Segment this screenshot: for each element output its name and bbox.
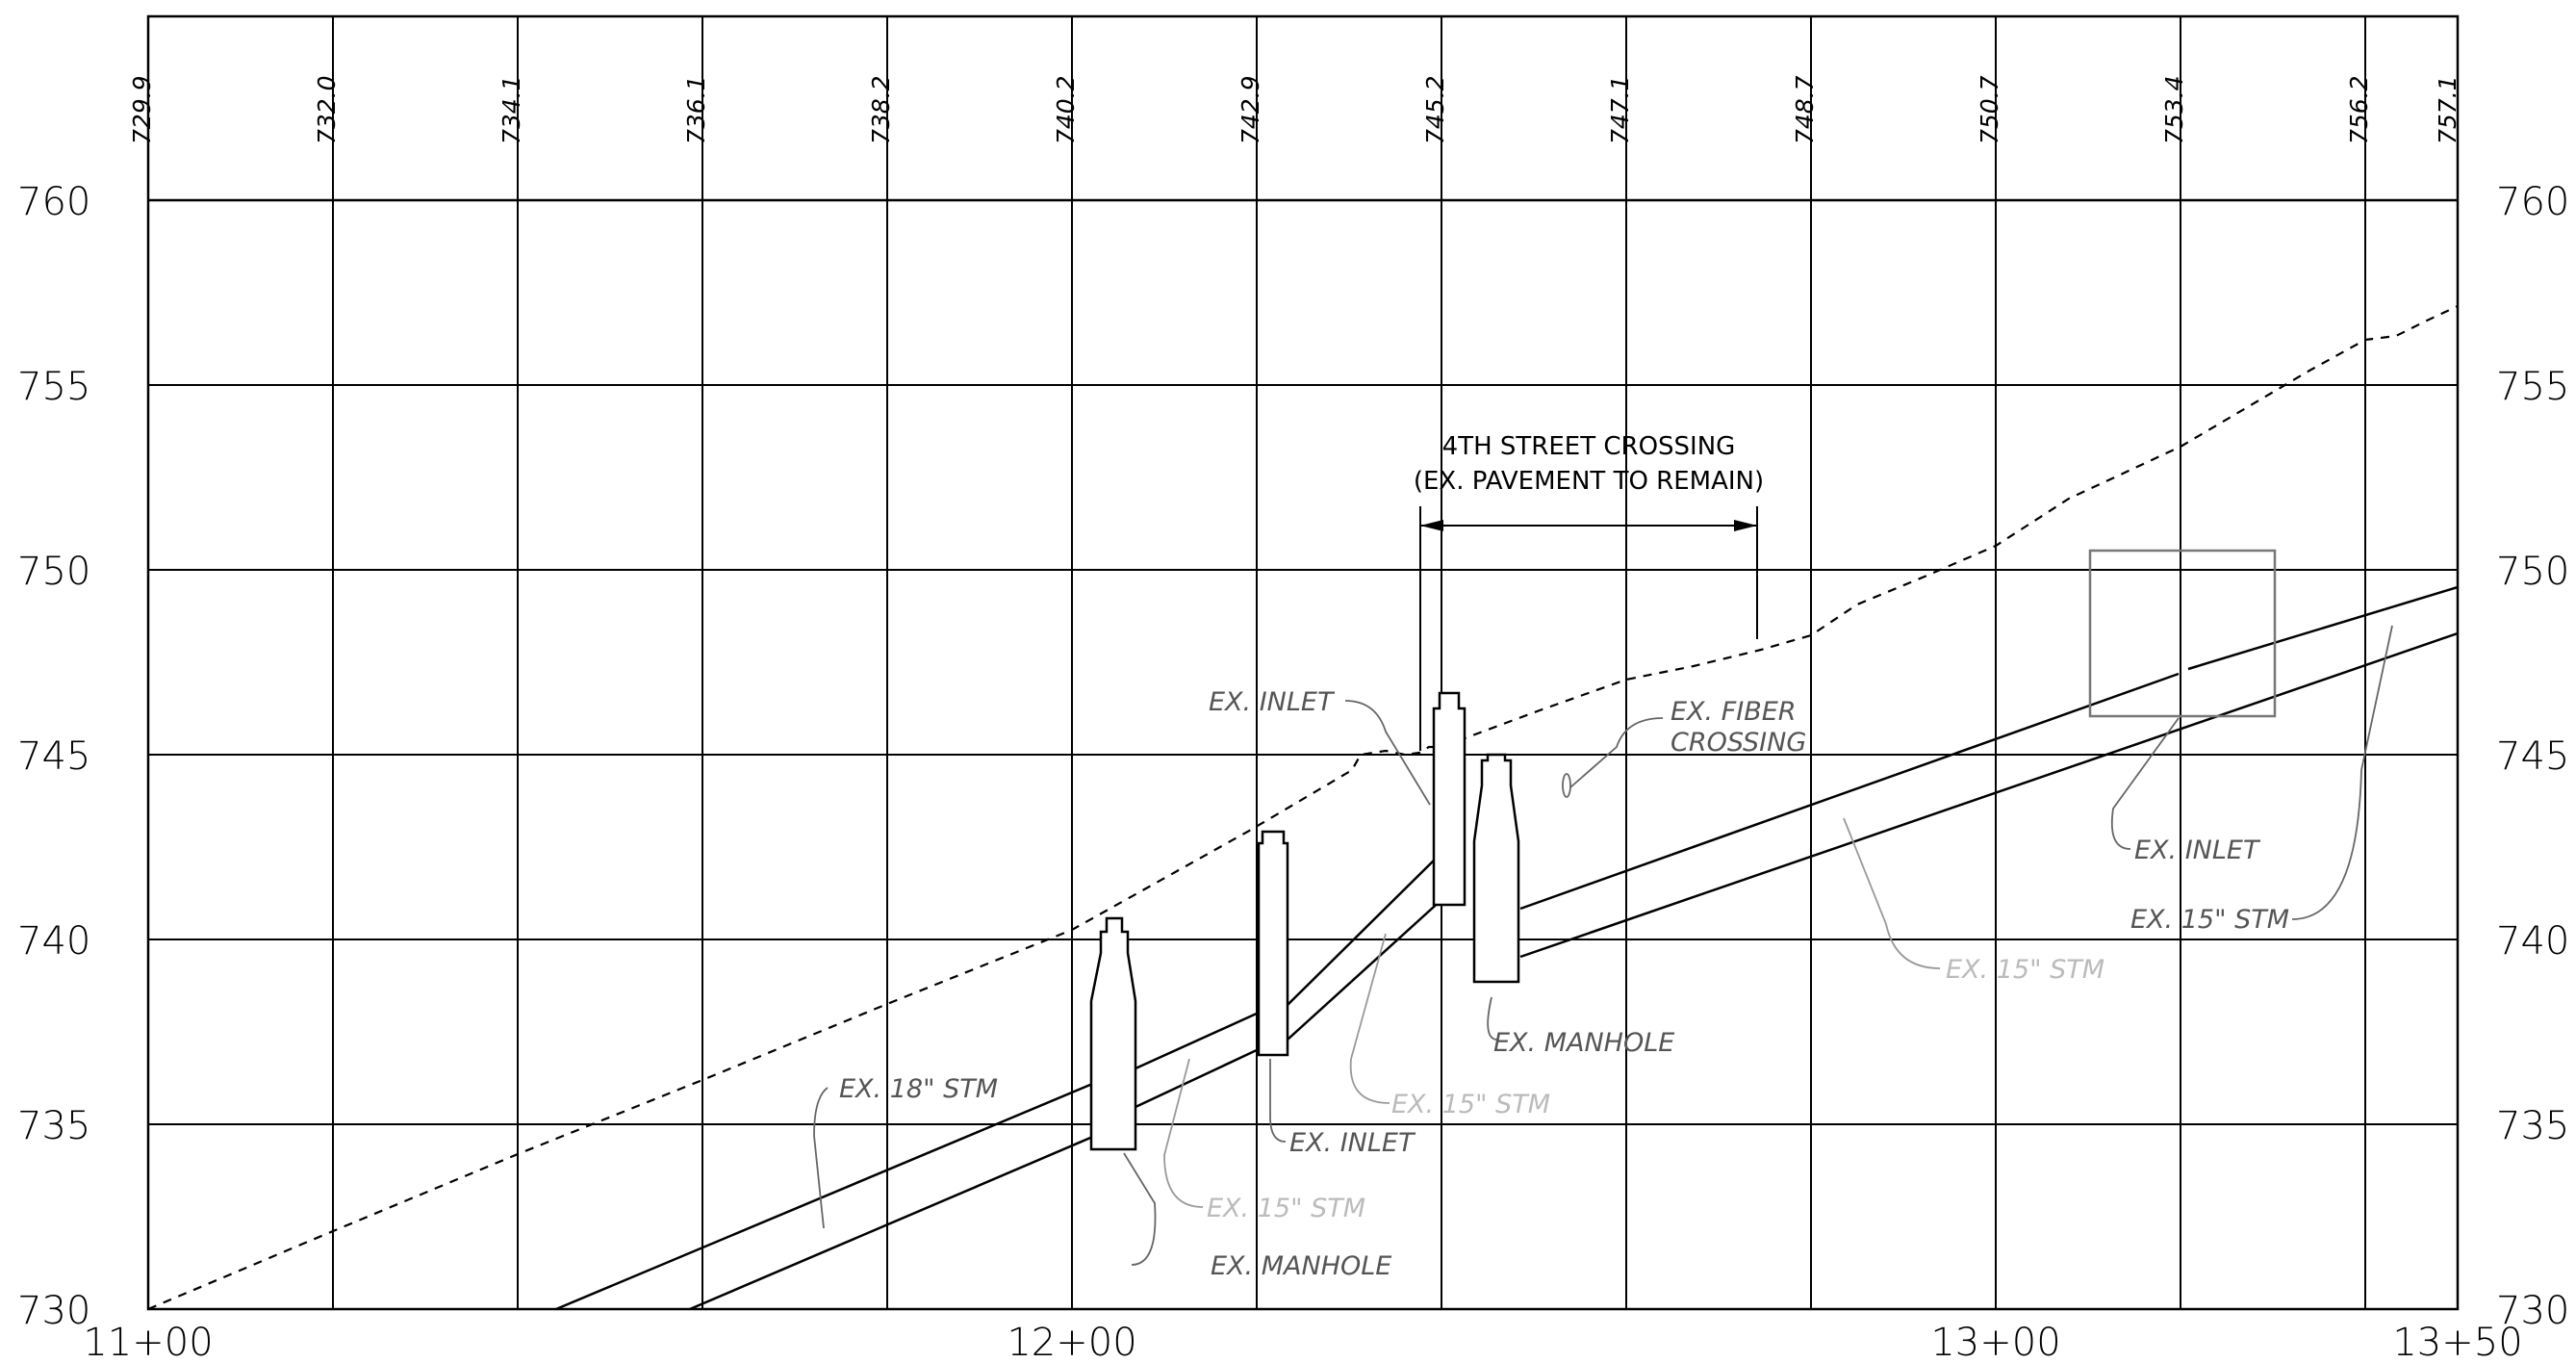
existing-ground-line bbox=[147, 305, 2459, 1311]
drawing-frame bbox=[146, 14, 2460, 1311]
manhole-2 bbox=[1472, 753, 1520, 984]
pipe-crown-18in bbox=[555, 1080, 1098, 1311]
storm-pipes bbox=[555, 585, 2459, 1311]
pipe-crown-15in-d bbox=[2187, 585, 2459, 671]
note-ex-inlet-3: EX. INLET bbox=[2134, 836, 2261, 865]
note-ex-15-stm-d: EX. 15" STM bbox=[2130, 905, 2289, 935]
elev-label-740-left: 740 bbox=[17, 919, 90, 964]
note-ex-fiber-1: EX. FIBER bbox=[1671, 697, 1797, 727]
elev-label-730-right: 730 bbox=[2496, 1289, 2569, 1333]
inlet-1 bbox=[1257, 830, 1289, 1057]
grade-label: 756.2 bbox=[2345, 75, 2373, 144]
station-label-1100: 11+00 bbox=[83, 1321, 213, 1363]
elev-label-755-right: 755 bbox=[2496, 365, 2569, 409]
grade-label: 745.2 bbox=[1421, 75, 1449, 144]
inlet-2 bbox=[1432, 691, 1467, 907]
grade-label: 738.2 bbox=[867, 75, 895, 144]
elev-label-745-left: 745 bbox=[17, 734, 90, 779]
elev-label-760-left: 760 bbox=[17, 180, 90, 224]
elev-label-735-left: 735 bbox=[17, 1104, 90, 1148]
elevation-labels-left: 730 735 740 745 750 755 760 bbox=[17, 180, 90, 1333]
elev-label-745-right: 745 bbox=[2496, 734, 2569, 779]
pipe-invert-18in bbox=[689, 1117, 1136, 1311]
leaders bbox=[813, 625, 2393, 1266]
manhole-1 bbox=[1089, 916, 1137, 1151]
station-label-1200: 12+00 bbox=[1007, 1321, 1136, 1363]
note-ex-inlet-1: EX. INLET bbox=[1209, 687, 1336, 717]
note-ex-18-stm: EX. 18" STM bbox=[839, 1074, 998, 1104]
pipe-invert-15in-a bbox=[1135, 1047, 1260, 1109]
grade-label: 750.7 bbox=[1976, 75, 2003, 144]
station-label-1350: 13+50 bbox=[2392, 1321, 2522, 1363]
grade-label: 736.1 bbox=[682, 75, 710, 144]
note-ex-15-stm-c: EX. 15" STM bbox=[1946, 955, 2104, 985]
crossing-dimension bbox=[1419, 506, 1758, 751]
crossing-title: 4TH STREET CROSSING bbox=[1442, 432, 1736, 461]
elevation-grid bbox=[148, 384, 2458, 1125]
station-grid bbox=[332, 16, 2366, 1309]
pipe-invert-15in-c bbox=[1519, 631, 2459, 959]
elev-label-755-left: 755 bbox=[17, 365, 90, 409]
elevation-labels-right: 730 735 740 745 750 755 760 bbox=[2496, 180, 2569, 1333]
pipe-crown-15in-c bbox=[1519, 672, 2180, 911]
pipe-crown-15in-b bbox=[1287, 850, 1444, 1006]
grade-label: 747.1 bbox=[1606, 75, 1634, 144]
elev-label-735-right: 735 bbox=[2496, 1104, 2569, 1148]
existing-inlet-box bbox=[2088, 549, 2277, 718]
elev-label-750-left: 750 bbox=[17, 550, 90, 594]
structures bbox=[1089, 691, 1520, 1151]
grade-label: 757.1 bbox=[2434, 75, 2461, 144]
pipe-invert-15in-b bbox=[1287, 897, 1444, 1041]
elev-label-740-right: 740 bbox=[2496, 919, 2569, 964]
grade-label: 734.1 bbox=[497, 75, 525, 144]
grade-labels: 729.9 732.0 734.1 736.1 738.2 740.2 742.… bbox=[128, 75, 2461, 144]
station-label-1300: 13+00 bbox=[1930, 1321, 2060, 1363]
crossing-subtitle: (EX. PAVEMENT TO REMAIN) bbox=[1414, 467, 1764, 496]
grade-label: 740.2 bbox=[1052, 75, 1080, 144]
note-ex-inlet-2: EX. INLET bbox=[1289, 1128, 1416, 1158]
grade-label: 729.9 bbox=[128, 75, 156, 144]
note-ex-manhole-1: EX. MANHOLE bbox=[1211, 1251, 1391, 1281]
elev-label-730-left: 730 bbox=[17, 1289, 90, 1333]
note-ex-manhole-2: EX. MANHOLE bbox=[1493, 1028, 1674, 1058]
elev-label-760-right: 760 bbox=[2496, 180, 2569, 224]
grade-label: 748.7 bbox=[1791, 75, 1819, 144]
note-ex-fiber-2: CROSSING bbox=[1671, 728, 1806, 758]
note-ex-15-stm-a: EX. 15" STM bbox=[1207, 1194, 1365, 1223]
grade-label: 732.0 bbox=[313, 75, 341, 144]
grade-label: 753.4 bbox=[2160, 75, 2188, 144]
fiber-crossing-marker bbox=[1562, 773, 1571, 798]
station-labels: 11+00 12+00 13+00 13+50 bbox=[83, 1321, 2522, 1363]
grade-label: 742.9 bbox=[1237, 75, 1264, 144]
annotations: 4TH STREET CROSSING (EX. PAVEMENT TO REM… bbox=[839, 432, 2289, 1281]
pipe-crown-15in-a bbox=[1135, 1011, 1260, 1070]
elev-label-750-right: 750 bbox=[2496, 550, 2569, 594]
note-ex-15-stm-b: EX. 15" STM bbox=[1391, 1090, 1550, 1119]
